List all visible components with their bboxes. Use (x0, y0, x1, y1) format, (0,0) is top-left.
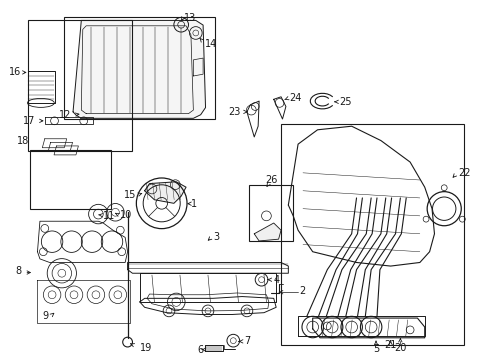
Text: 20: 20 (393, 343, 406, 353)
Bar (281, 125, 463, 345)
Text: 14: 14 (204, 39, 216, 49)
Text: 7: 7 (244, 336, 250, 346)
Bar (28, 21, 132, 151)
Text: 25: 25 (339, 97, 351, 107)
Text: 15: 15 (124, 190, 136, 201)
Text: 1: 1 (190, 199, 197, 209)
Text: 13: 13 (183, 13, 196, 23)
Text: 10: 10 (120, 210, 132, 220)
Polygon shape (144, 182, 185, 203)
Text: 3: 3 (212, 232, 219, 242)
Text: 16: 16 (9, 67, 21, 77)
Text: 8: 8 (15, 266, 21, 276)
Text: 17: 17 (22, 116, 35, 126)
Text: 18: 18 (17, 136, 29, 145)
Polygon shape (73, 21, 205, 118)
Text: 11: 11 (103, 211, 115, 221)
Text: 9: 9 (42, 311, 48, 321)
Text: 21: 21 (384, 340, 396, 350)
Text: 5: 5 (372, 343, 378, 354)
Bar (30, 149, 110, 209)
Polygon shape (312, 318, 424, 338)
Polygon shape (254, 223, 281, 241)
Text: 19: 19 (140, 343, 152, 353)
Text: 26: 26 (264, 175, 277, 185)
Bar (249, 185, 293, 241)
Text: 23: 23 (228, 107, 240, 117)
Text: 2: 2 (299, 286, 305, 296)
Text: 24: 24 (289, 93, 301, 103)
Text: 6: 6 (197, 345, 203, 355)
Text: 4: 4 (273, 275, 279, 285)
Text: 22: 22 (457, 168, 469, 178)
Text: 12: 12 (59, 111, 71, 121)
Bar (64, 17, 215, 119)
